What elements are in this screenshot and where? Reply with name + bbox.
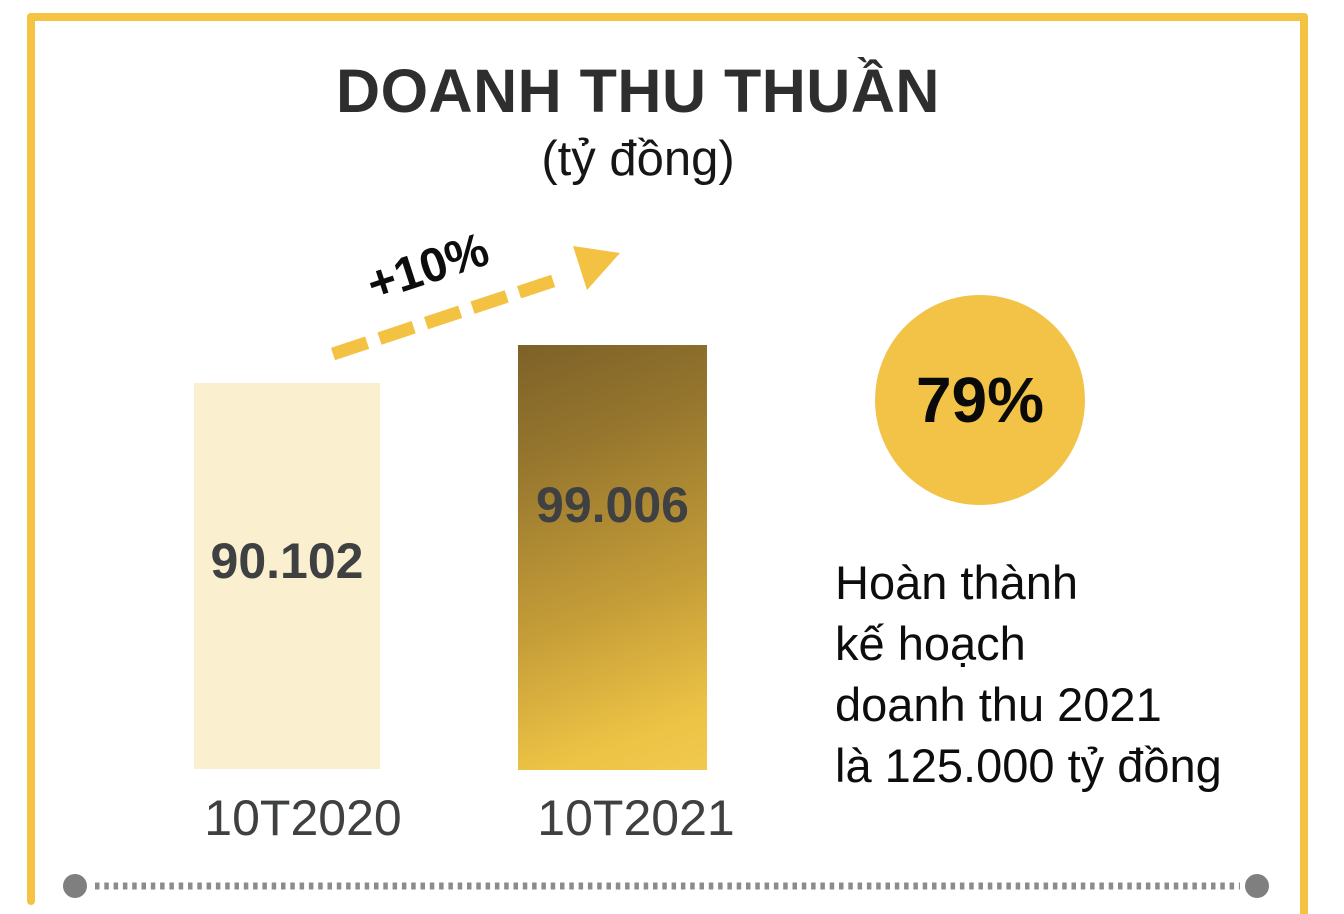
frame-border-top: [27, 13, 1308, 21]
growth-percentage-label: +10%: [360, 223, 496, 312]
kpi-circle: 79%: [875, 295, 1085, 505]
frame-border-right: [1300, 13, 1308, 914]
bar-value-label-10t2020: 90.102: [210, 533, 364, 589]
kpi-description-line: kế hoạch: [835, 617, 1026, 670]
category-label-10t2021: 10T2021: [537, 790, 735, 846]
kpi-description-line: là 125.000 tỷ đồng: [835, 739, 1222, 792]
bar-value-label-10t2021: 99.006: [536, 477, 689, 533]
bar-10t2020: 90.102: [194, 383, 380, 769]
kpi-description-line: Hoàn thành: [835, 556, 1079, 609]
kpi-description: Hoàn thành kế hoạch doanh thu 2021 là 12…: [835, 552, 1275, 796]
frame-border-left: [27, 13, 35, 905]
category-label-10t2020: 10T2020: [204, 790, 402, 846]
bar-10t2021: 99.006: [518, 345, 707, 770]
page-subtitle: (tỷ đồng): [541, 132, 735, 186]
dotted-divider-line: [63, 874, 1269, 898]
kpi-percent-value: 79%: [915, 364, 1045, 436]
page-title: DOANH THU THUẦN: [336, 57, 940, 125]
kpi-description-line: doanh thu 2021: [835, 678, 1162, 731]
